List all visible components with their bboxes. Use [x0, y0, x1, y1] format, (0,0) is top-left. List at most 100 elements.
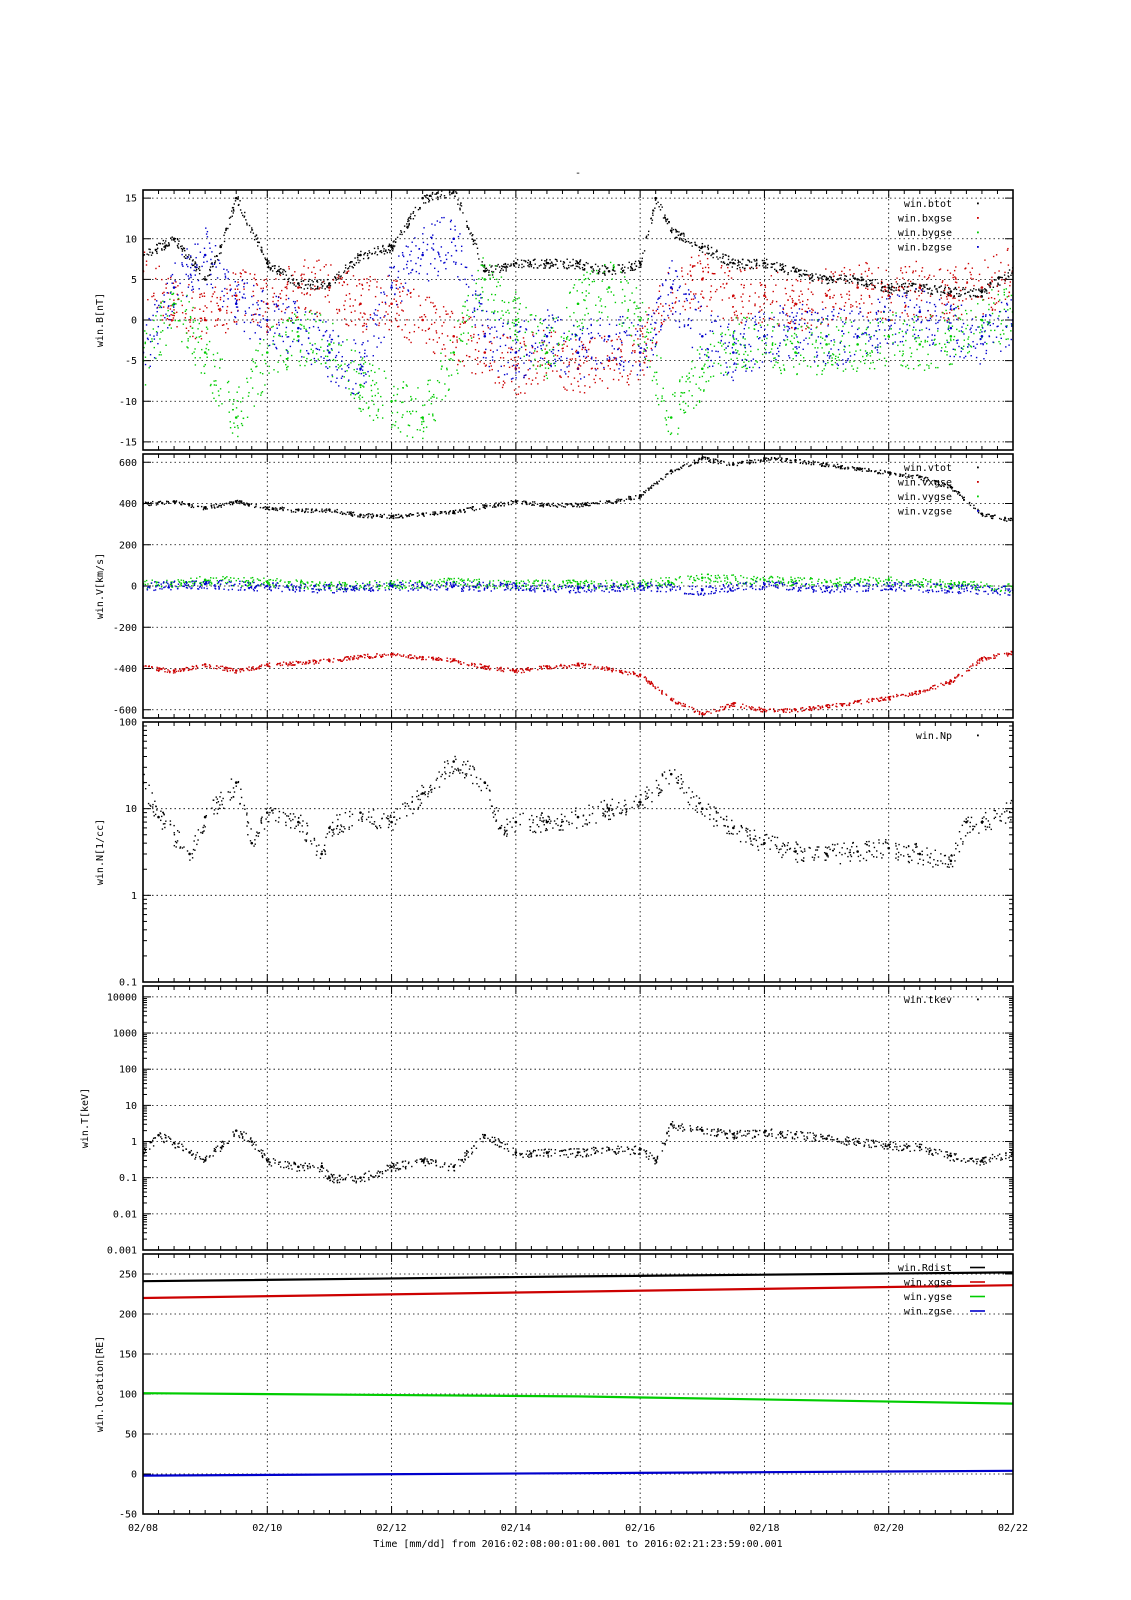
scatter-dot [242, 269, 244, 271]
scatter-dot [340, 377, 343, 379]
scatter-dot [675, 229, 677, 231]
scatter-dot [541, 339, 543, 342]
scatter-dot [832, 273, 834, 275]
scatter-dot [223, 240, 226, 243]
scatter-dot [350, 362, 352, 364]
scatter-dot [346, 271, 348, 273]
scatter-dot [798, 323, 800, 326]
scatter-dot [199, 317, 202, 320]
scatter-dot [727, 326, 729, 328]
scatter-dot [750, 350, 752, 353]
scatter-dot [754, 315, 756, 318]
scatter-dot [364, 361, 367, 363]
scatter-dot [449, 339, 452, 342]
scatter-dot [354, 350, 356, 352]
scatter-dot [545, 258, 548, 261]
scatter-dot [733, 338, 735, 341]
scatter-dot [514, 333, 516, 336]
scatter-dot [275, 346, 277, 349]
scatter-dot [362, 363, 365, 365]
scatter-dot [298, 284, 300, 287]
scatter-dot [341, 277, 343, 279]
scatter-dot [891, 334, 894, 336]
scatter-dot [478, 300, 481, 302]
scatter-dot [899, 328, 901, 330]
scatter-dot [203, 372, 206, 375]
scatter-dot [981, 295, 983, 297]
scatter-dot [473, 309, 476, 311]
scatter-dot [533, 267, 535, 269]
scatter-dot [369, 280, 372, 282]
scatter-dot [624, 266, 626, 268]
scatter-dot [321, 338, 323, 341]
scatter-dot [618, 347, 620, 349]
scatter-dot [408, 331, 411, 334]
scatter-dot [582, 346, 584, 349]
scatter-dot [449, 316, 451, 318]
scatter-dot [558, 357, 561, 360]
scatter-dot [399, 286, 401, 289]
scatter-dot [943, 303, 946, 306]
scatter-dot [621, 288, 624, 291]
scatter-dot [829, 288, 831, 291]
scatter-dot [688, 372, 690, 374]
scatter-dot [252, 295, 255, 297]
scatter-dot [904, 309, 906, 312]
scatter-dot [681, 239, 683, 241]
scatter-dot [518, 386, 520, 388]
scatter-dot [686, 273, 689, 275]
scatter-dot [303, 325, 305, 328]
scatter-dot [921, 270, 923, 272]
scatter-dot [474, 348, 477, 351]
scatter-dot [568, 292, 571, 294]
scatter-dot [591, 280, 594, 283]
scatter-dot [160, 301, 162, 303]
scatter-dot [868, 267, 870, 270]
scatter-dot [847, 358, 849, 360]
scatter-dot [670, 432, 673, 434]
scatter-dot [744, 324, 747, 326]
scatter-dot [240, 273, 242, 275]
scatter-dot [361, 357, 364, 359]
scatter-dot [692, 265, 694, 267]
scatter-dot [185, 309, 188, 311]
scatter-dot [513, 325, 515, 327]
scatter-dot [337, 276, 339, 279]
scatter-dot [817, 320, 819, 322]
scatter-dot [249, 338, 251, 340]
scatter-dot [459, 204, 462, 206]
scatter-dot [319, 314, 322, 316]
scatter-dot [953, 288, 955, 291]
scatter-dot [689, 381, 691, 383]
scatter-dot [232, 212, 234, 214]
scatter-dot [441, 398, 443, 401]
scatter-dot [255, 366, 257, 368]
scatter-dot [639, 260, 641, 263]
scatter-dot [164, 244, 166, 247]
scatter-dot [422, 404, 424, 407]
scatter-dot [443, 344, 445, 346]
scatter-dot [231, 210, 233, 212]
data-point [234, 196, 238, 200]
scatter-dot [285, 334, 287, 336]
scatter-dot [292, 279, 294, 282]
scatter-dot [338, 271, 340, 273]
scatter-dot [509, 265, 511, 267]
scatter-dot [904, 306, 906, 308]
scatter-dot [143, 254, 146, 256]
scatter-dot [205, 326, 208, 328]
scatter-dot [1000, 276, 1002, 279]
scatter-dot [411, 436, 414, 439]
scatter-dot [1003, 288, 1005, 291]
scatter-dot [1007, 264, 1010, 266]
scatter-dot [448, 375, 450, 377]
scatter-dot [991, 279, 993, 281]
scatter-dot [181, 304, 183, 307]
scatter-dot [831, 279, 834, 281]
scatter-dot [427, 197, 429, 199]
scatter-dot [938, 269, 941, 271]
scatter-dot [647, 314, 650, 316]
scatter-dot [966, 324, 969, 327]
scatter-dot [744, 338, 746, 340]
scatter-dot [655, 394, 657, 397]
